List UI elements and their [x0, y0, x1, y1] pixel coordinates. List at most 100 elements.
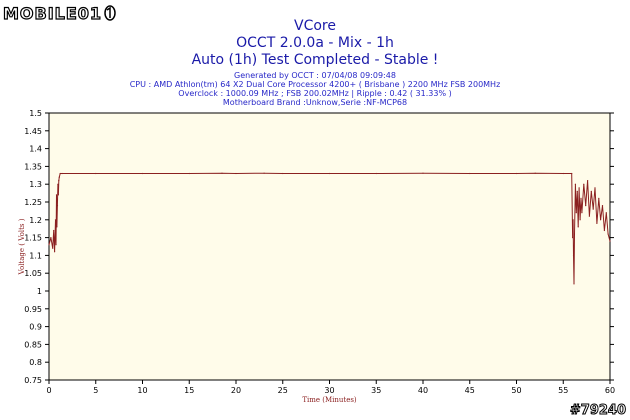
info-generated: Generated by OCCT : 07/04/08 09:09:48: [234, 71, 396, 80]
test-status: Auto (1h) Test Completed - Stable !: [191, 52, 439, 68]
y-tick-label: 0.75: [24, 376, 42, 385]
data-point: [52, 247, 54, 249]
data-point: [55, 244, 57, 246]
data-point: [572, 219, 574, 221]
data-point: [585, 205, 587, 207]
x-tick-label: 30: [324, 386, 334, 395]
data-point: [598, 197, 600, 199]
data-point: [61, 172, 63, 175]
x-tick-label: 50: [511, 386, 521, 395]
data-point: [583, 183, 585, 185]
data-point: [607, 233, 609, 235]
data-point: [515, 172, 518, 175]
data-point: [581, 212, 583, 214]
data-point: [221, 172, 223, 174]
data-point: [572, 254, 575, 256]
data-point: [263, 172, 265, 174]
data-point: [576, 190, 578, 192]
data-point: [577, 226, 579, 228]
y-tick-label: 1.2: [29, 216, 42, 225]
data-point: [587, 180, 589, 182]
data-point: [588, 215, 591, 217]
y-tick-label: 1: [37, 287, 42, 296]
data-point: [575, 212, 577, 214]
y-tick-label: 0.85: [24, 340, 42, 349]
data-point: [375, 172, 377, 175]
data-point: [282, 172, 284, 175]
data-point: [188, 172, 190, 175]
x-tick-label: 45: [465, 386, 475, 395]
data-point: [54, 251, 56, 253]
info-overclock: Overclock : 1000.09 MHz ; FSB 200.02MHz …: [178, 89, 452, 98]
data-point: [56, 205, 59, 207]
y-tick-label: 1.25: [24, 198, 42, 207]
x-tick-label: 10: [137, 386, 147, 395]
data-point: [59, 172, 61, 175]
data-point: [58, 176, 60, 178]
y-tick-label: 1.4: [29, 145, 42, 154]
chart-subtitle: OCCT 2.0.0a - Mix - 1h: [236, 35, 394, 51]
y-tick-label: 0.95: [24, 305, 42, 314]
y-tick-label: 1.15: [24, 234, 42, 243]
data-point: [601, 205, 604, 207]
y-tick-label: 1.5: [29, 109, 42, 118]
x-tick-label: 60: [605, 386, 615, 395]
data-point: [590, 190, 592, 192]
y-axis-label: Voltage ( Volts ): [18, 218, 26, 275]
data-point: [594, 187, 596, 189]
y-tick-label: 0.8: [29, 358, 42, 367]
logo-mark-icon: [104, 5, 116, 21]
data-point: [573, 233, 576, 235]
data-point: [54, 219, 57, 221]
y-tick-label: 1.1: [29, 251, 42, 260]
data-point: [57, 183, 59, 185]
site-logo: MOBILE01: [2, 2, 116, 24]
watermark: #79240: [569, 403, 626, 419]
x-tick-label: 5: [93, 386, 98, 395]
data-point: [580, 197, 582, 199]
x-tick-label: 15: [184, 386, 194, 395]
y-tick-label: 1.3: [29, 180, 42, 189]
data-point: [600, 219, 602, 221]
data-point: [469, 172, 471, 175]
data-point: [578, 187, 580, 189]
y-tick-label: 1.45: [24, 127, 42, 136]
data-point: [50, 237, 52, 239]
data-point: [95, 172, 97, 175]
data-point: [574, 183, 577, 185]
data-point: [562, 172, 564, 175]
data-point: [48, 244, 50, 246]
data-point: [603, 229, 606, 232]
data-point: [328, 172, 331, 175]
data-point: [53, 229, 55, 232]
data-point: [56, 226, 58, 228]
y-tick-label: 1.35: [24, 162, 42, 171]
x-axis-label: Time (Minutes): [302, 396, 357, 404]
x-tick-label: 40: [418, 386, 428, 395]
data-point: [141, 172, 144, 175]
x-tick-label: 35: [371, 386, 381, 395]
data-point: [572, 237, 574, 239]
data-point: [592, 208, 594, 210]
data-point: [596, 222, 598, 224]
data-point: [571, 172, 573, 175]
logo-text: MOBILE01: [2, 3, 103, 23]
data-point: [609, 240, 611, 242]
info-motherboard: Motherboard Brand :Unknow,Serie :NF-MCP6…: [222, 98, 408, 107]
x-tick-label: 55: [558, 386, 568, 395]
data-point: [605, 212, 607, 214]
data-point: [235, 172, 237, 175]
chart-title: VCore: [294, 18, 336, 34]
y-tick-label: 0.9: [29, 323, 42, 332]
data-point: [422, 172, 424, 174]
x-tick-label: 20: [231, 386, 241, 395]
y-tick-label: 1.05: [24, 269, 42, 278]
plot-area: [48, 112, 611, 381]
data-point: [57, 194, 60, 196]
data-point: [579, 219, 581, 221]
data-point: [58, 180, 60, 182]
x-tick-label: 25: [278, 386, 288, 395]
info-cpu: CPU : AMD Athlon(tm) 64 X2 Dual Core Pro…: [129, 80, 501, 89]
x-tick-label: 0: [46, 386, 51, 395]
